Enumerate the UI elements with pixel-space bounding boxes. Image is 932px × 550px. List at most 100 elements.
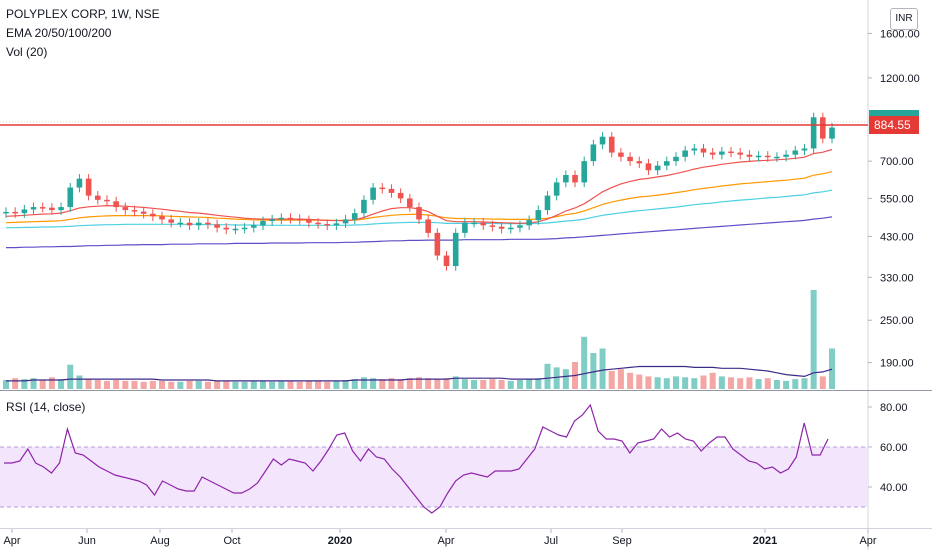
rsi-series-line: [4, 403, 829, 514]
volume-bar: [48, 377, 55, 389]
volume-bar: [342, 380, 349, 389]
candle-body: [489, 225, 496, 227]
volume-bar: [654, 377, 661, 389]
candle-body: [590, 144, 597, 162]
volume-bar: [434, 379, 441, 389]
volume-bar: [333, 380, 340, 389]
volume-bar: [259, 380, 266, 389]
ema200-line: [6, 216, 833, 249]
candle-body: [553, 182, 560, 196]
currency-badge[interactable]: INR: [890, 8, 918, 30]
candle-body: [774, 156, 780, 159]
volume-bar: [168, 381, 175, 389]
candle-body: [58, 207, 64, 211]
candle-body: [94, 195, 101, 200]
volume-legend[interactable]: Vol (20): [6, 45, 48, 59]
candle-body: [370, 187, 376, 200]
candle-body: [39, 207, 46, 209]
ema-lines: [5, 148, 833, 249]
candle-body: [709, 152, 716, 155]
volume-bar: [67, 364, 74, 389]
candle-body: [379, 187, 386, 190]
rsi-band: [0, 446, 868, 508]
candle-body: [195, 222, 202, 226]
volume-bar: [553, 367, 560, 389]
volume-bars: [3, 290, 835, 389]
price-tick-label: 550.00: [880, 193, 914, 205]
rsi-tick-label: 60.00: [880, 442, 908, 454]
volume-bar: [214, 380, 221, 389]
volume-bar: [76, 375, 83, 389]
volume-bar: [85, 379, 92, 389]
volume-bar: [21, 379, 28, 389]
candle-body: [241, 227, 248, 230]
candle-body: [3, 211, 9, 214]
horizontal-line[interactable]: 884.55: [0, 110, 919, 134]
symbol-legend[interactable]: POLYPLEX CORP, 1W, NSE: [6, 7, 160, 21]
candle-body: [544, 195, 551, 211]
candle-body: [397, 192, 404, 199]
candle-body: [214, 224, 220, 228]
candle-body: [618, 152, 624, 157]
volume-bar: [223, 380, 230, 389]
current-price-label: 884.55: [874, 118, 911, 132]
volume-bar: [204, 381, 211, 389]
volume-bar: [755, 379, 762, 389]
candle-body: [700, 148, 707, 153]
price-axis: 1600.00 1200.00 700.00 550.00 430.00 330.00 25…: [868, 28, 920, 494]
volume-bar: [12, 378, 19, 389]
candle-body: [361, 199, 367, 214]
volume-bar: [241, 381, 248, 389]
volume-bar: [728, 377, 735, 389]
volume-bar: [471, 380, 478, 389]
candle-body: [581, 161, 587, 183]
volume-bar: [498, 380, 505, 389]
volume-bar: [507, 380, 514, 389]
volume-bar: [113, 380, 120, 389]
volume-bar: [131, 380, 138, 389]
candle-body: [296, 218, 303, 221]
candle-body: [452, 232, 459, 267]
volume-bar: [819, 376, 826, 389]
volume-bar: [829, 348, 835, 389]
rsi-legend[interactable]: RSI (14, close): [6, 400, 86, 414]
ema-legend[interactable]: EMA 20/50/100/200: [6, 26, 112, 40]
candlesticks: [3, 112, 835, 271]
candle-body: [278, 217, 285, 220]
volume-bar: [58, 379, 65, 389]
candle-body: [829, 127, 835, 139]
volume-bar: [452, 376, 459, 389]
volume-bar: [103, 380, 110, 389]
candle-body: [140, 211, 147, 214]
candle-body: [269, 219, 275, 222]
volume-bar: [232, 381, 239, 389]
volume-bar: [801, 378, 808, 389]
time-tick-label: Apr: [437, 535, 454, 547]
volume-bar: [149, 380, 156, 389]
price-label-box: [869, 116, 919, 134]
volume-bar: [370, 378, 377, 389]
candle-body: [168, 219, 174, 223]
price-label-tab: [869, 110, 919, 116]
candle-body: [186, 222, 193, 226]
volume-bar: [406, 378, 413, 389]
candle-body: [654, 165, 661, 171]
candle-body: [627, 156, 633, 162]
volume-bar: [324, 381, 331, 389]
volume-bar: [526, 379, 533, 389]
candle-body: [608, 136, 615, 153]
candle-body: [251, 225, 257, 228]
time-tick-label: 2021: [753, 535, 777, 547]
time-tick-label: Apr: [3, 535, 20, 547]
candle-body: [728, 151, 734, 154]
volume-bar: [737, 378, 744, 389]
volume-bar: [122, 380, 129, 389]
volume-bar: [388, 378, 395, 389]
rsi-band-fill: [0, 447, 868, 507]
candle-body: [416, 207, 422, 220]
candle-body: [351, 213, 358, 220]
volume-bar: [700, 375, 707, 389]
price-tick-label: 250.00: [880, 315, 914, 327]
volume-bar: [645, 376, 652, 389]
candle-body: [67, 187, 74, 208]
